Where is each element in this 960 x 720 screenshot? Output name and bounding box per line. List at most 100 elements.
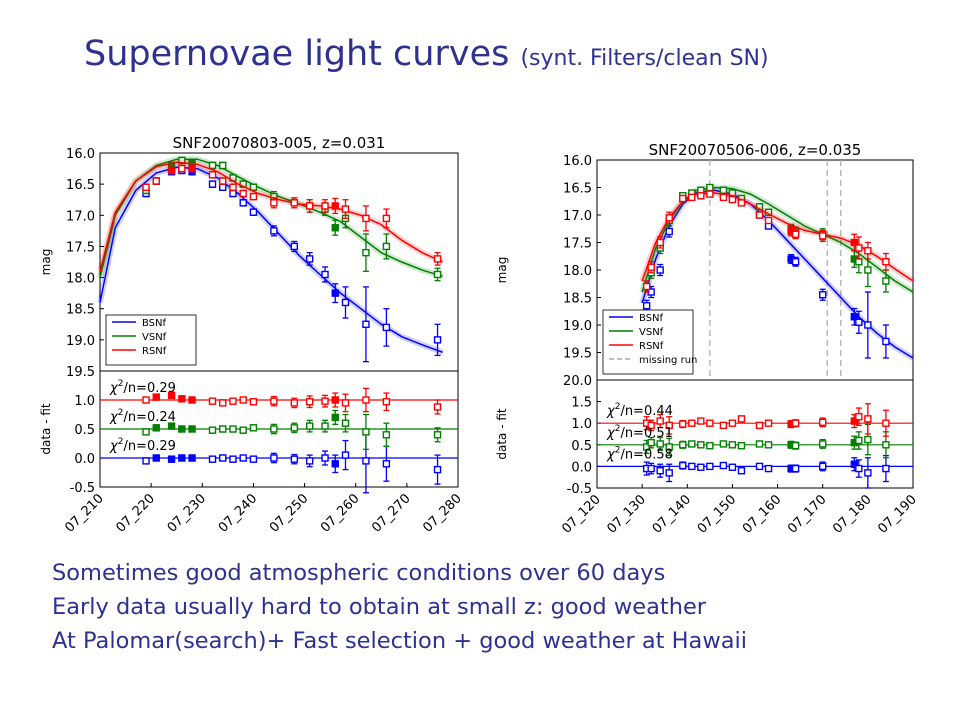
residual-point-BSNf: [341, 451, 350, 459]
data-point-RSNf: [290, 199, 299, 207]
residual-point-RSNf: [882, 419, 890, 427]
x-tick-label: 07_170: [785, 492, 829, 536]
y-tick-label-bottom: 20.0: [563, 374, 592, 389]
data-point-RSNf: [270, 199, 278, 207]
residual-point-VSNf: [188, 425, 196, 433]
x-tick-label: 07_140: [650, 492, 694, 536]
residual-point-BSNf: [719, 461, 728, 470]
bullet-line: Early data usually hard to obtain at sma…: [52, 594, 707, 620]
residual-point-VSNf: [208, 426, 217, 434]
data-point-BSNf: [864, 321, 872, 329]
data-point-RSNf: [764, 216, 773, 225]
data-point-RSNf: [719, 193, 728, 202]
data-point-RSNf: [665, 214, 673, 222]
data-point-VSNf: [208, 161, 217, 170]
residual-point-VSNf: [321, 422, 329, 430]
y-tick-label-bottom: 1.0: [74, 394, 95, 409]
residual-point-BSNf: [178, 454, 186, 462]
residual-point-VSNf: [647, 438, 655, 447]
residual-point-BSNf: [321, 454, 329, 462]
y-tick-label-top: 17.0: [66, 209, 95, 224]
y-tick-label-top: 18.0: [66, 272, 95, 287]
data-point-RSNf: [321, 202, 329, 210]
data-point-VSNf: [331, 224, 339, 232]
residual-point-VSNf: [142, 428, 150, 436]
residual-point-BSNf: [219, 454, 227, 462]
data-point-RSNf: [737, 199, 746, 207]
residual-point-BSNf: [229, 455, 237, 463]
data-point-BSNf: [341, 298, 350, 307]
y-tick-label-bottom: 0.5: [74, 423, 95, 438]
residual-point-BSNf: [737, 467, 746, 475]
data-point-RSNf: [208, 171, 217, 179]
x-tick-label: 07_160: [740, 492, 784, 536]
data-point-BSNf: [331, 289, 339, 297]
data-point-VSNf: [864, 266, 872, 274]
legend-label: RSNf: [142, 346, 167, 357]
residual-point-VSNf: [882, 441, 890, 449]
data-point-RSNf: [382, 214, 391, 223]
legend-label: missing run: [639, 355, 697, 366]
data-point-VSNf: [433, 270, 442, 279]
data-point-RSNf: [688, 193, 696, 202]
y-tick-label-top: 16.5: [66, 178, 95, 193]
chi2-label: χ2/n=0.58: [606, 445, 673, 462]
residual-point-RSNf: [755, 421, 764, 430]
residual-point-RSNf: [362, 396, 370, 404]
residual-point-VSNf: [305, 422, 314, 430]
chi2-label: χ2/n=0.44: [606, 402, 673, 419]
residual-point-VSNf: [249, 424, 258, 432]
data-point-RSNf: [706, 190, 714, 198]
residual-point-RSNf: [290, 399, 299, 407]
data-point-RSNf: [728, 195, 737, 204]
residual-point-BSNf: [728, 463, 737, 471]
residual-point-VSNf: [706, 441, 714, 450]
y-tick-label-top: 17.0: [563, 209, 592, 224]
residual-point-VSNf: [382, 431, 391, 439]
residual-point-BSNf: [697, 463, 705, 471]
data-point-BSNf: [642, 302, 651, 310]
x-tick-label: 07_180: [830, 492, 874, 536]
data-point-RSNf: [882, 258, 890, 266]
data-point-RSNf: [697, 192, 705, 200]
residual-point-VSNf: [864, 435, 872, 444]
data-point-BSNf: [249, 208, 258, 216]
data-point-VSNf: [706, 183, 714, 192]
residual-point-RSNf: [665, 421, 673, 430]
residual-point-VSNf: [819, 440, 827, 448]
y-tick-label-bottom: 0.5: [571, 439, 592, 454]
y-tick-label-bottom: -0.5: [567, 482, 592, 497]
y-tick-label-bottom: 1.0: [571, 417, 592, 432]
residual-point-VSNf: [855, 436, 863, 445]
residual-point-RSNf: [719, 421, 728, 430]
residual-point-RSNf: [331, 396, 339, 404]
chi2-label: χ2/n=0.24: [109, 408, 176, 425]
data-point-BSNf: [850, 313, 859, 321]
y-tick-label-top: 16.5: [563, 182, 592, 197]
x-tick-label: 07_150: [695, 492, 739, 536]
residual-point-RSNf: [188, 396, 196, 404]
legend-label: VSNf: [639, 327, 664, 338]
residual-point-BSNf: [188, 454, 196, 462]
data-point-BSNf: [656, 266, 664, 274]
residual-point-BSNf: [239, 454, 247, 462]
residual-point-RSNf: [178, 395, 186, 403]
residual-point-RSNf: [433, 403, 442, 411]
residual-point-RSNf: [229, 397, 237, 405]
residual-point-RSNf: [208, 397, 217, 405]
residual-point-RSNf: [152, 393, 160, 401]
residual-point-BSNf: [270, 454, 278, 462]
data-point-VSNf: [362, 248, 370, 257]
residual-point-VSNf: [679, 441, 687, 449]
legend-label: VSNf: [142, 332, 167, 343]
data-point-BSNf: [362, 320, 370, 328]
residual-point-VSNf: [656, 440, 664, 448]
data-point-RSNf: [305, 202, 314, 210]
residual-point-BSNf: [167, 455, 176, 463]
bullet-line: At Palomar(search)+ Fast selection + goo…: [52, 628, 748, 654]
residual-point-VSNf: [362, 428, 370, 436]
data-point-RSNf: [850, 238, 859, 247]
residual-point-RSNf: [219, 399, 227, 407]
residual-point-BSNf: [679, 461, 687, 470]
